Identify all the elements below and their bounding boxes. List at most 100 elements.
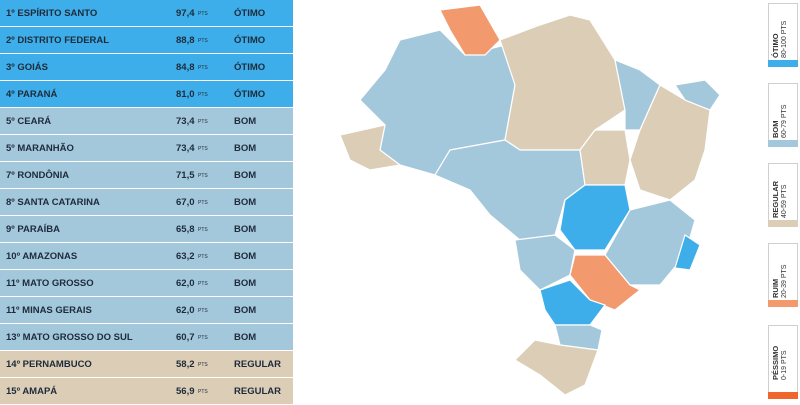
brazil-map <box>340 4 721 396</box>
table-row: 11º MINAS GERAIS 62,0 PTS BOM <box>0 297 293 324</box>
rating: BOM <box>234 170 257 181</box>
rating: BOM <box>234 332 257 343</box>
state-name: 10º AMAZONAS <box>6 251 78 262</box>
state <box>499 14 626 151</box>
rating: BOM <box>234 278 257 289</box>
table-row: 1º ESPÍRITO SANTO 97,4 PTS ÓTIMO <box>0 0 293 27</box>
legend-range: 0-19 PTS <box>781 350 788 380</box>
score: 62,0 <box>176 278 195 289</box>
table-row: 8º SANTA CATARINA 67,0 PTS BOM <box>0 189 293 216</box>
unit: PTS <box>198 173 208 179</box>
score: 88,8 <box>176 35 195 46</box>
score: 60,7 <box>176 332 195 343</box>
rating: BOM <box>234 305 257 316</box>
legend-range: 20-39 PTS <box>781 264 788 298</box>
state-name: 1º ESPÍRITO SANTO <box>6 8 98 19</box>
state-name: 4º PARANÁ <box>6 89 58 100</box>
rating: ÓTIMO <box>234 62 266 73</box>
table-row: 3º GOIÁS 84,8 PTS ÓTIMO <box>0 54 293 81</box>
legend-range: 60-79 PTS <box>781 104 788 138</box>
score: 81,0 <box>176 89 195 100</box>
score: 71,5 <box>176 170 195 181</box>
state <box>559 184 631 251</box>
legend-label: PÉSSIMO <box>771 345 780 380</box>
unit: PTS <box>198 65 208 71</box>
ranking-table: 1º ESPÍRITO SANTO 97,4 PTS ÓTIMO 2º DISTRITO… <box>0 0 293 405</box>
legend-item: ÓTIMO 80-100 PTS <box>768 3 798 67</box>
legend-swatch <box>768 220 798 227</box>
rating: ÓTIMO <box>234 35 266 46</box>
state-name: 5º CEARÁ <box>6 116 52 127</box>
table-row: 11º MATO GROSSO 62,0 PTS BOM <box>0 270 293 297</box>
state <box>673 79 721 111</box>
rating: BOM <box>234 197 257 208</box>
legend-item: BOM 60-79 PTS <box>768 83 798 147</box>
table-row: 2º DISTRITO FEDERAL 88,8 PTS ÓTIMO <box>0 27 293 54</box>
legend-range: 80-100 PTS <box>781 20 788 58</box>
table-row: 5º CEARÁ 73,4 PTS BOM <box>0 108 293 135</box>
state <box>434 139 586 241</box>
score: 73,4 <box>176 116 195 127</box>
score: 84,8 <box>176 62 195 73</box>
legend-text: ÓTIMO 80-100 PTS <box>771 6 795 58</box>
legend-text: RUIM 20-39 PTS <box>771 246 795 298</box>
table-row: 4º PARANÁ 81,0 PTS ÓTIMO <box>0 81 293 108</box>
state-name: 11º MINAS GERAIS <box>6 305 92 316</box>
legend-item: REGULAR 40-59 PTS <box>768 163 798 227</box>
score: 58,2 <box>176 359 195 370</box>
state <box>514 339 599 396</box>
state-name: 5º MARANHÃO <box>6 143 74 154</box>
rating: BOM <box>234 251 257 262</box>
state-name: 7º RONDÔNIA <box>6 170 70 181</box>
state-name: 9º PARAÍBA <box>6 224 60 235</box>
rating: BOM <box>234 224 257 235</box>
legend-text: REGULAR 40-59 PTS <box>771 166 795 218</box>
legend-swatch <box>768 300 798 307</box>
state <box>539 279 606 326</box>
legend-swatch <box>768 392 798 399</box>
unit: PTS <box>198 200 208 206</box>
legend-text: BOM 60-79 PTS <box>771 86 795 138</box>
rating: ÓTIMO <box>234 89 266 100</box>
table-row: 5º MARANHÃO 73,4 PTS BOM <box>0 135 293 162</box>
legend-label: REGULAR <box>771 180 780 218</box>
rating: ÓTIMO <box>234 8 266 19</box>
table-row: 10º AMAZONAS 63,2 PTS BOM <box>0 243 293 270</box>
unit: PTS <box>198 335 208 341</box>
rating: REGULAR <box>234 386 281 397</box>
legend-range: 40-59 PTS <box>781 184 788 218</box>
legend-item: PÉSSIMO 0-19 PTS <box>768 325 798 399</box>
state <box>629 84 711 201</box>
state-name: 14º PERNAMBUCO <box>6 359 92 370</box>
state <box>439 4 501 56</box>
legend-text: PÉSSIMO 0-19 PTS <box>771 328 795 380</box>
state-name: 13º MATO GROSSO DO SUL <box>6 332 133 343</box>
table-row: 15º AMAPÁ 56,9 PTS REGULAR <box>0 378 293 405</box>
state-name: 2º DISTRITO FEDERAL <box>6 35 110 46</box>
legend-label: BOM <box>771 120 780 139</box>
legend-swatch <box>768 140 798 147</box>
unit: PTS <box>198 254 208 260</box>
unit: PTS <box>198 92 208 98</box>
score: 62,0 <box>176 305 195 316</box>
state <box>554 324 603 351</box>
states <box>340 4 721 396</box>
unit: PTS <box>198 308 208 314</box>
rating: BOM <box>234 116 257 127</box>
score: 73,4 <box>176 143 195 154</box>
legend-swatch <box>768 60 798 67</box>
state-name: 8º SANTA CATARINA <box>6 197 100 208</box>
table-row: 14º PERNAMBUCO 58,2 PTS REGULAR <box>0 351 293 378</box>
state <box>340 124 402 171</box>
unit: PTS <box>198 362 208 368</box>
legend-label: ÓTIMO <box>771 33 780 58</box>
unit: PTS <box>198 11 208 17</box>
score: 97,4 <box>176 8 195 19</box>
table-row: 9º PARAÍBA 65,8 PTS BOM <box>0 216 293 243</box>
score: 56,9 <box>176 386 195 397</box>
score: 65,8 <box>176 224 195 235</box>
unit: PTS <box>198 227 208 233</box>
rating: REGULAR <box>234 359 281 370</box>
unit: PTS <box>198 146 208 152</box>
